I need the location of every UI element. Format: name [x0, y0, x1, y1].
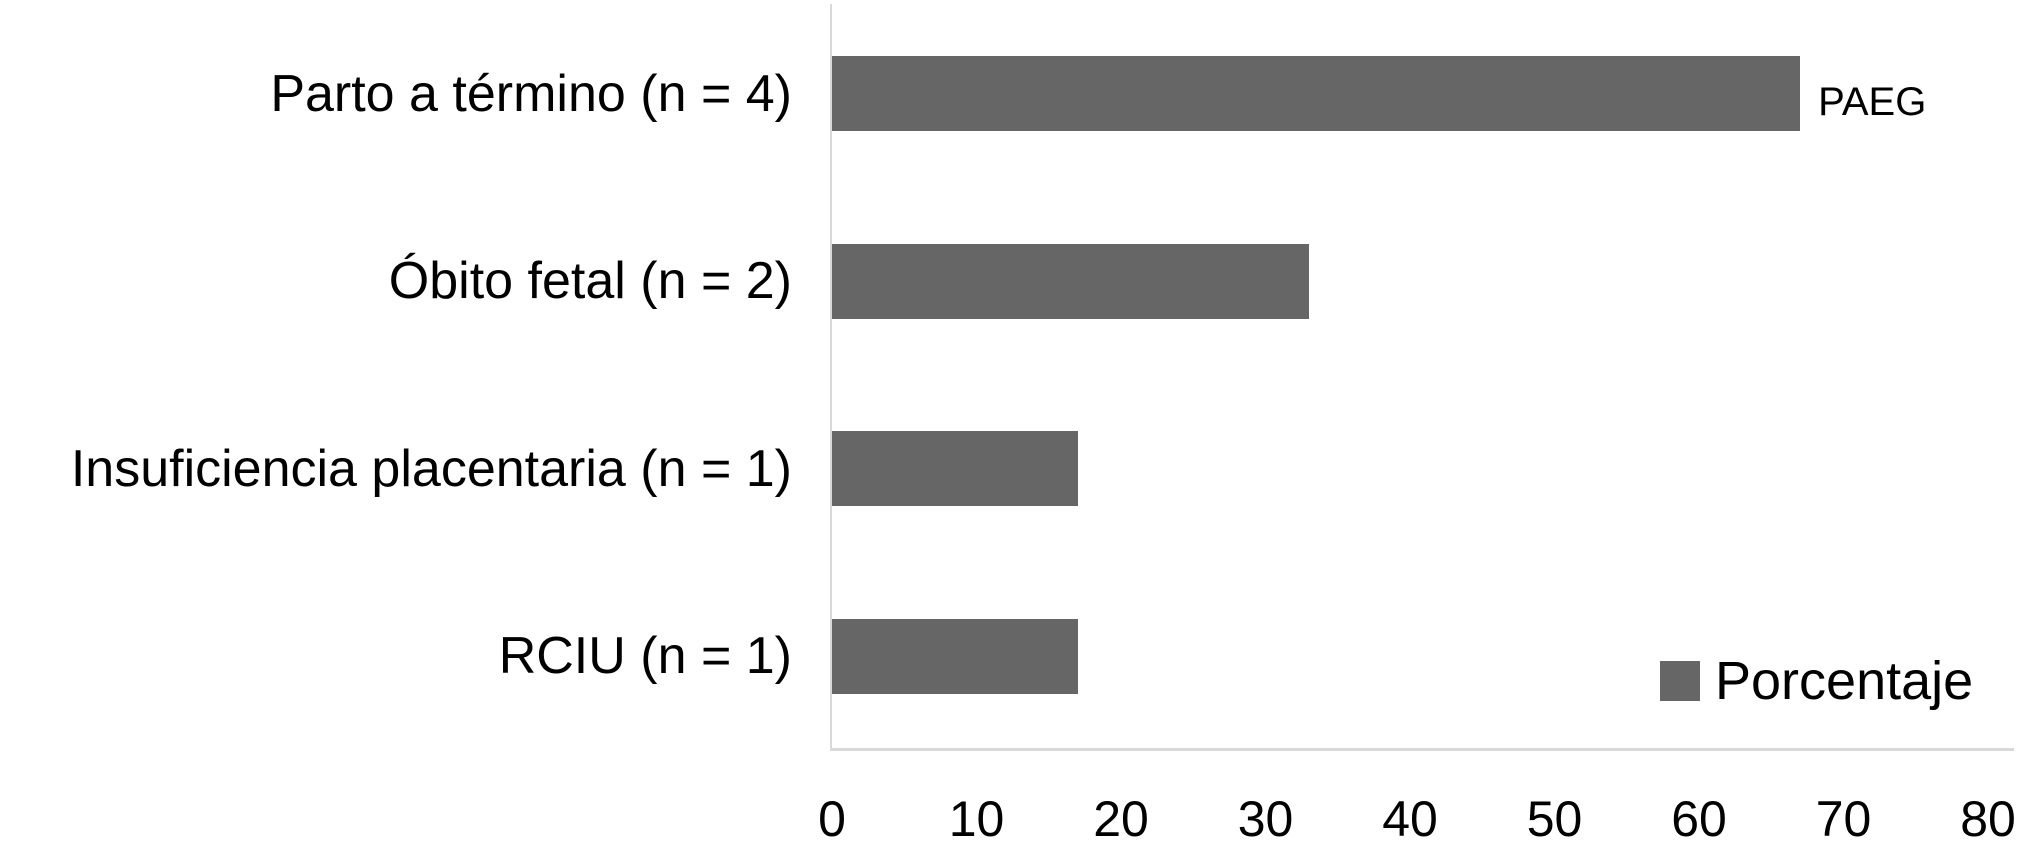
legend-label: Porcentaje [1715, 651, 1974, 711]
x-axis-line [830, 748, 2014, 751]
x-axis-ticks: 0 10 20 30 40 50 60 70 80 [818, 788, 2016, 850]
bar-obito-fetal [832, 243, 1309, 319]
category-label-insuficiencia-placentaria: Insuficiencia placentaria (n = 1) [70, 440, 792, 498]
x-tick-40: 40 [1382, 791, 1438, 847]
bar-row: PAEG [832, 0, 1988, 188]
bar-row [832, 563, 1988, 751]
x-tick-60: 60 [1671, 791, 1727, 847]
bar-row [832, 188, 1988, 376]
bar-row [832, 375, 1988, 563]
x-tick-20: 20 [1093, 791, 1149, 847]
x-tick-80: 80 [1960, 791, 2016, 847]
bar-rciu [832, 618, 1078, 694]
legend-swatch [1660, 661, 1700, 701]
legend: Porcentaje [1660, 650, 1973, 712]
x-tick-30: 30 [1237, 791, 1294, 847]
bar-parto-a-termino [832, 56, 1801, 132]
category-label-rciu: RCIU (n = 1) [498, 627, 792, 685]
plot-area: PAEG [832, 0, 1988, 750]
category-label-obito-fetal: Óbito fetal (n = 2) [388, 252, 792, 310]
y-axis-line [830, 4, 832, 750]
x-tick-70: 70 [1815, 791, 1872, 847]
bar-insuficiencia-placentaria [832, 431, 1078, 507]
x-tick-50: 50 [1526, 791, 1583, 847]
x-tick-0: 0 [818, 791, 846, 847]
category-label-parto-a-termino: Parto a término (n = 4) [270, 65, 792, 123]
bar-annotation-paeg: PAEG [1818, 80, 1927, 125]
x-tick-10: 10 [948, 791, 1005, 847]
